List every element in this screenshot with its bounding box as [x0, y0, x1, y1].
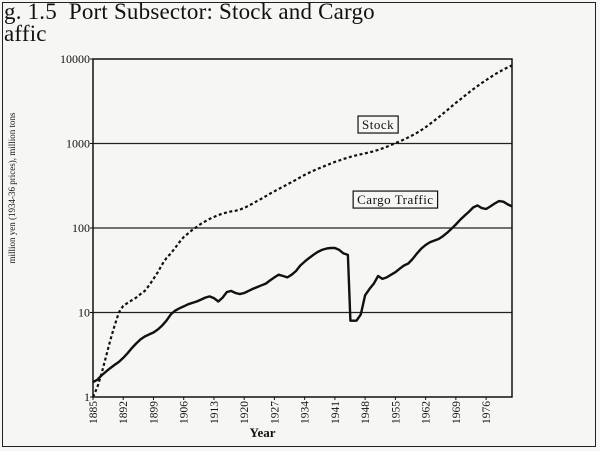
x-tick-label-1899: 1899 — [148, 401, 160, 424]
annotation-text-cargo-traffic: Cargo Traffic — [357, 192, 433, 207]
annotation-box-cargo-traffic — [352, 190, 439, 209]
x-tick-label-1885: 1885 — [88, 401, 100, 424]
title-line-2: affic — [4, 21, 47, 46]
series-line-stock — [91, 64, 513, 398]
title-line-1: g. 1.5 Port Subsector: Stock and Cargo — [4, 0, 375, 24]
x-tick-label-1955: 1955 — [390, 401, 402, 424]
x-tick-label-1941: 1941 — [330, 401, 342, 424]
annotation-text-stock: Stock — [362, 117, 394, 132]
x-tick-label-1906: 1906 — [179, 401, 191, 424]
x-tick-label-1892: 1892 — [118, 401, 130, 424]
y-tick-label-100: 100 — [72, 221, 90, 235]
annotation-box-stock — [357, 115, 399, 134]
series-layer — [91, 64, 513, 398]
y-axis-label: million yen (1934-36 prices), million to… — [7, 112, 17, 263]
y-tick-labels: 1 10 100 1000 10000 — [60, 52, 93, 404]
annotations: Stock Cargo Traffic — [352, 115, 439, 209]
x-tick-label-1920: 1920 — [239, 401, 251, 424]
gridlines — [93, 142, 512, 314]
x-axis-label: Year — [250, 425, 276, 440]
x-tick-label-1976: 1976 — [481, 401, 493, 424]
x-tick-labels: 1885 1892 1899 1906 1913 1920 1927 1934 1941 1948… — [88, 397, 493, 424]
annotation-stock: Stock — [357, 115, 399, 134]
x-tick-label-1927: 1927 — [269, 401, 281, 424]
chart-title: g. 1.5 Port Subsector: Stock and Cargo a… — [4, 0, 375, 46]
figure-frame — [2, 2, 596, 447]
x-tick-label-1962: 1962 — [421, 401, 433, 424]
y-tick-label-10: 10 — [78, 306, 90, 320]
x-tick-label-1934: 1934 — [300, 401, 312, 424]
y-tick-label-1: 1 — [84, 390, 90, 404]
x-tick-label-1969: 1969 — [451, 401, 463, 424]
y-tick-label-10000: 10000 — [60, 52, 90, 66]
x-tick-label-1948: 1948 — [360, 401, 372, 424]
y-tick-label-1000: 1000 — [66, 137, 90, 151]
annotation-cargo-traffic: Cargo Traffic — [352, 190, 439, 209]
x-tick-label-1913: 1913 — [209, 401, 221, 424]
series-line-cargo-traffic — [92, 199, 513, 384]
